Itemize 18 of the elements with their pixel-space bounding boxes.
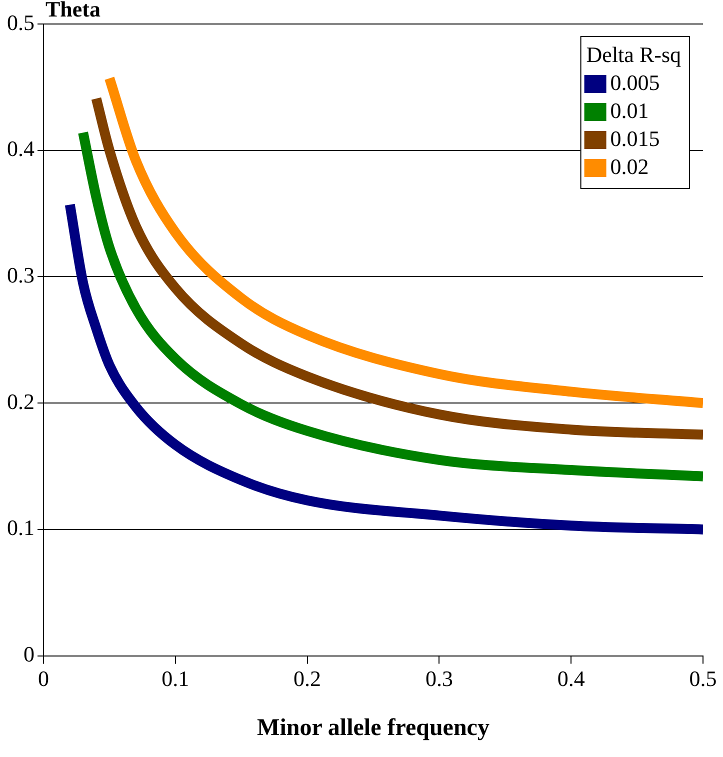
legend-title: Delta R-sq — [586, 42, 681, 67]
y-tick-label: 0.3 — [7, 262, 34, 288]
y-tick-label: 0.4 — [7, 136, 34, 162]
y-tick-label: 0.1 — [7, 515, 34, 540]
x-tick-label: 0.4 — [557, 666, 585, 691]
y-tick-label: 0 — [24, 642, 34, 667]
y-tick-label: 0.5 — [7, 10, 34, 35]
y-tick-label: 0.2 — [7, 388, 34, 414]
x-tick-label: 0.2 — [294, 666, 322, 691]
x-tick-label: 0.3 — [425, 666, 453, 691]
x-tick-label: 0.5 — [689, 666, 717, 691]
x-tick-label: 0.1 — [162, 666, 190, 691]
x-axis-title: Minor allele frequency — [257, 714, 490, 741]
legend-label: 0.005 — [610, 70, 660, 95]
legend-label: 0.01 — [610, 98, 649, 123]
legend-label: 0.015 — [610, 126, 660, 151]
legend-label: 0.02 — [610, 154, 649, 179]
y-axis-title: Theta — [46, 0, 100, 22]
